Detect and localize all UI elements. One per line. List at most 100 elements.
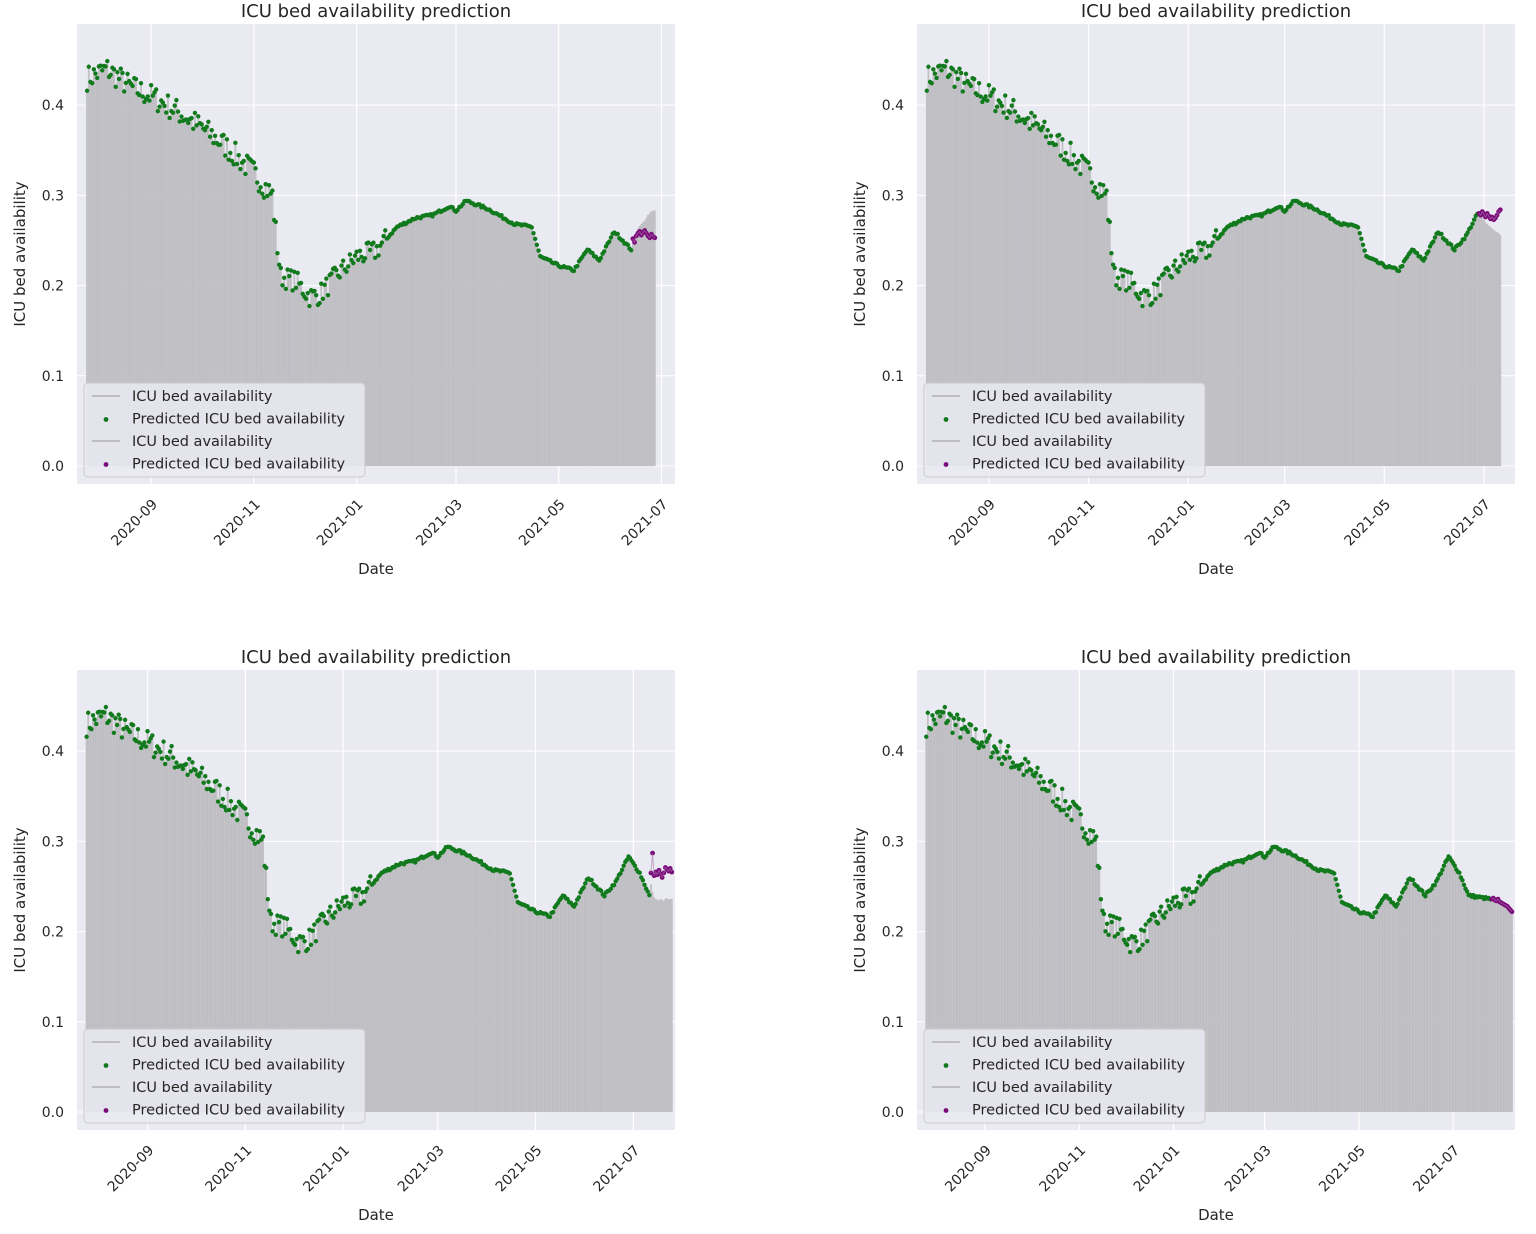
bar [640,877,643,1113]
bar [1383,265,1386,467]
bar [1293,200,1296,467]
point-fitted [987,733,992,738]
point-fitted [228,798,234,804]
point-fitted [1061,807,1067,813]
bar [624,861,627,1113]
bar [492,870,495,1113]
bar [522,224,525,467]
point-fitted [1199,247,1204,253]
bar [1308,207,1310,467]
bar [1337,222,1340,467]
legend-swatch-forecast [103,462,109,467]
point-fitted [1039,786,1045,792]
bar [1344,903,1346,1113]
bar [421,215,424,467]
bar [1303,205,1306,467]
point-fitted [310,928,315,934]
point-fitted [90,713,96,718]
bar [495,213,498,467]
point-fitted [1115,931,1121,937]
bar [1429,246,1431,467]
bar [643,220,646,467]
point-fitted [1060,137,1065,142]
bar [616,233,619,467]
point-fitted [990,750,995,755]
bar [369,249,371,467]
y-tick-label: 0.4 [42,98,64,114]
bar [588,249,590,467]
bar [377,255,380,467]
bar [502,870,505,1113]
point-fitted [984,739,989,744]
point-fitted [183,761,189,767]
point-fitted [929,80,934,86]
point-fitted [1146,293,1152,298]
point-fitted [1213,228,1219,233]
point-fitted [950,730,955,735]
point-fitted [618,871,623,876]
point-fitted [637,870,642,875]
bar [638,872,641,1113]
point-fitted [196,114,201,119]
bar [1215,868,1218,1113]
legend-box [923,1028,1206,1124]
bar-series-actual [86,60,656,467]
bar [1268,852,1271,1113]
point-fitted [1098,896,1104,902]
bar [1290,204,1293,467]
bar [534,238,537,467]
bar [1458,244,1461,467]
bar [1266,852,1269,1113]
x-tick-label: 2021-01 [1145,497,1198,550]
point-fitted [1449,242,1454,247]
bar [642,880,644,1113]
point-fitted [151,754,157,760]
point-fitted [930,713,935,718]
y-tick-label: 0.3 [42,834,64,850]
bar [1452,862,1455,1113]
bar [651,891,654,1113]
bar [419,857,421,1113]
bar [1463,239,1466,467]
bar [1384,895,1387,1113]
bar [451,207,454,467]
point-fitted [1001,110,1006,115]
legend-label: ICU bed availability [972,389,1113,405]
bar [1370,916,1373,1113]
bar [527,225,530,467]
bar [1344,223,1346,467]
point-fitted [92,717,97,722]
bar [1226,226,1229,467]
bar [602,894,604,1113]
bar-series-actual [85,706,673,1113]
bar [434,212,437,467]
bar [633,238,636,467]
bar [1336,884,1339,1113]
bar [502,218,505,467]
bar [1435,881,1438,1113]
bar [1247,217,1250,467]
bar [1296,857,1298,1113]
point-fitted [1029,768,1034,773]
bar [1232,861,1235,1113]
bar [1240,860,1243,1113]
bar [1468,228,1471,467]
bar [1492,229,1495,467]
point-fitted [337,275,342,280]
bar [1365,255,1368,467]
bar [1375,911,1377,1113]
point-fitted [1465,230,1470,235]
point-fitted [1033,770,1039,776]
point-fitted [1432,235,1438,240]
bar [529,226,531,467]
bar [518,902,521,1113]
bar [1244,218,1247,467]
bar [1486,224,1489,467]
point-fitted [937,63,943,68]
bar [549,260,552,467]
bar [1471,223,1474,467]
bar [1453,250,1456,467]
bar [517,901,519,1113]
bar [1492,898,1495,1113]
y-tick-label: 0.0 [882,1105,904,1121]
